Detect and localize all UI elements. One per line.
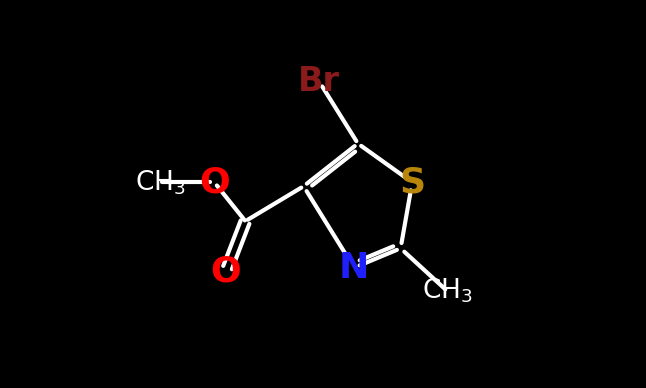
Text: CH$_3$: CH$_3$ [422,277,472,305]
Text: Br: Br [298,65,340,98]
Text: N: N [339,251,370,285]
Text: CH$_3$: CH$_3$ [134,168,185,197]
Text: S: S [399,165,425,199]
Text: O: O [211,255,242,289]
Text: O: O [199,165,230,199]
